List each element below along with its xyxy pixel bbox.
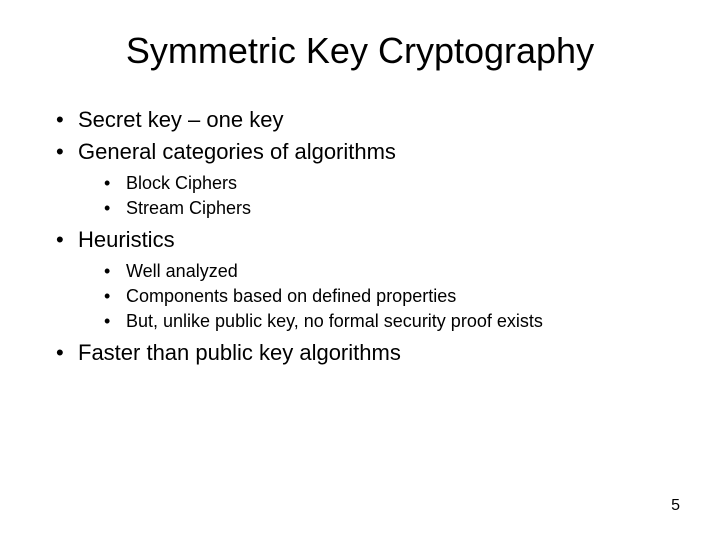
bullet-list-level1: Secret key – one key General categories …	[40, 107, 680, 366]
slide-title: Symmetric Key Cryptography	[70, 30, 650, 72]
list-item: Well analyzed	[98, 261, 680, 282]
list-item-text: Well analyzed	[126, 261, 238, 281]
bullet-list-level2: Block Ciphers Stream Ciphers	[78, 173, 680, 219]
list-item: Faster than public key algorithms	[50, 340, 680, 366]
list-item: Heuristics Well analyzed Components base…	[50, 227, 680, 332]
list-item: But, unlike public key, no formal securi…	[98, 311, 680, 332]
bullet-list-level2: Well analyzed Components based on define…	[78, 261, 680, 332]
list-item-text: General categories of algorithms	[78, 139, 396, 164]
page-number: 5	[671, 497, 680, 515]
list-item: Secret key – one key	[50, 107, 680, 133]
list-item: Components based on defined properties	[98, 286, 680, 307]
list-item-text: Secret key – one key	[78, 107, 283, 132]
list-item-text: But, unlike public key, no formal securi…	[126, 311, 543, 331]
list-item-text: Faster than public key algorithms	[78, 340, 401, 365]
list-item: Block Ciphers	[98, 173, 680, 194]
list-item-text: Heuristics	[78, 227, 175, 252]
list-item-text: Stream Ciphers	[126, 198, 251, 218]
list-item: Stream Ciphers	[98, 198, 680, 219]
list-item-text: Components based on defined properties	[126, 286, 456, 306]
list-item: General categories of algorithms Block C…	[50, 139, 680, 219]
list-item-text: Block Ciphers	[126, 173, 237, 193]
